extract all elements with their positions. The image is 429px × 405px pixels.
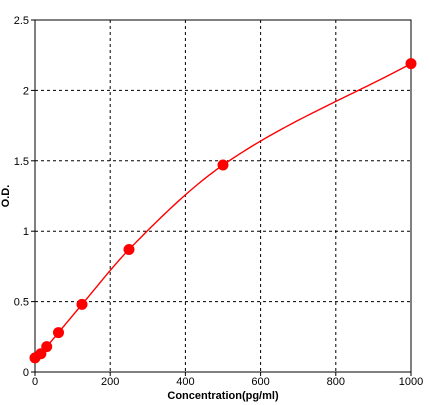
y-tick-label: 2.5 xyxy=(14,15,29,27)
x-tick-label: 600 xyxy=(251,376,269,388)
x-axis-ticks: 0 200 400 600 800 1000 xyxy=(32,372,423,388)
x-tick-label: 800 xyxy=(327,376,345,388)
data-point xyxy=(53,327,64,339)
x-axis-title: Concentration(pg/ml) xyxy=(167,390,279,402)
plot-frame xyxy=(34,19,412,373)
y-tick-label: 0 xyxy=(23,367,29,379)
data-points xyxy=(29,58,417,364)
grid-lines xyxy=(35,20,411,372)
x-tick-label: 0 xyxy=(32,376,38,388)
data-point xyxy=(123,244,135,256)
y-axis-title: O.D. xyxy=(0,185,12,208)
x-tick-label: 400 xyxy=(176,376,194,388)
y-tick-label: 2 xyxy=(23,85,29,97)
x-tick-label: 200 xyxy=(101,376,119,388)
y-tick-label: 0.5 xyxy=(14,297,29,309)
y-axis-ticks: 0 0.5 1 1.5 2 2.5 xyxy=(14,15,35,379)
data-point xyxy=(41,341,53,353)
data-point xyxy=(35,348,47,360)
data-point xyxy=(76,298,88,310)
x-tick-label: 1000 xyxy=(399,376,423,388)
data-point xyxy=(217,159,229,171)
data-point xyxy=(405,58,417,70)
y-tick-label: 1 xyxy=(23,226,29,238)
y-tick-label: 1.5 xyxy=(14,156,29,168)
